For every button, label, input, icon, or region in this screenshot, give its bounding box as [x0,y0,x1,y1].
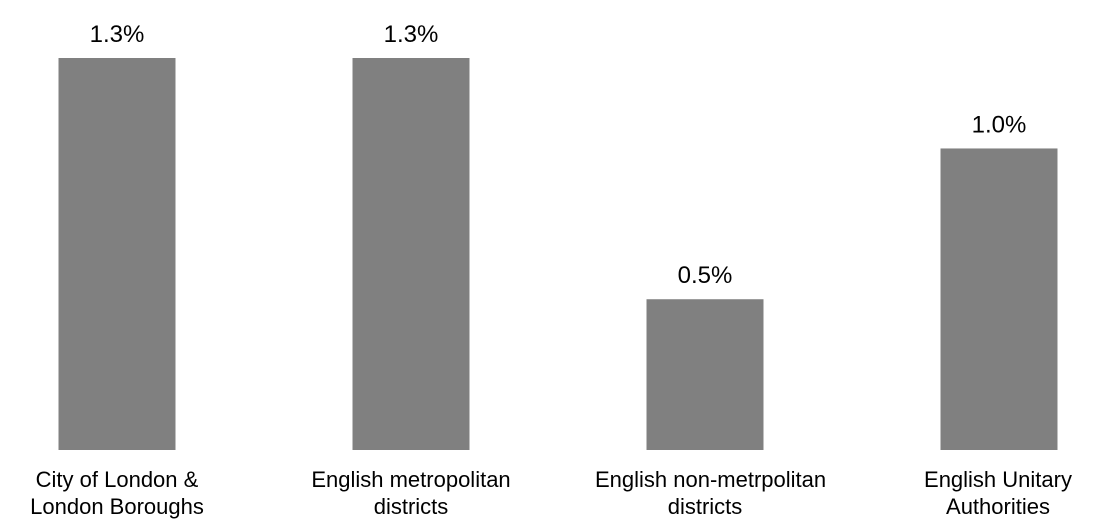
data-label: 1.3% [90,21,145,48]
category-label: English metropolitan districts [311,467,511,519]
data-label: 0.5% [678,262,733,289]
bar [940,148,1058,450]
bar [646,299,764,450]
bars-group [58,58,1058,450]
value-labels-group: 1.3% 1.3% 0.5% 1.0% [90,21,1027,289]
data-label: 1.3% [384,21,439,48]
category-label: City of London & London Boroughs [30,467,204,519]
bar [352,58,470,450]
category-label: English Unitary Authorities [924,467,1072,519]
bar [58,58,176,450]
data-label: 1.0% [972,111,1027,138]
category-label: English non-metrpolitan districts [595,467,827,519]
